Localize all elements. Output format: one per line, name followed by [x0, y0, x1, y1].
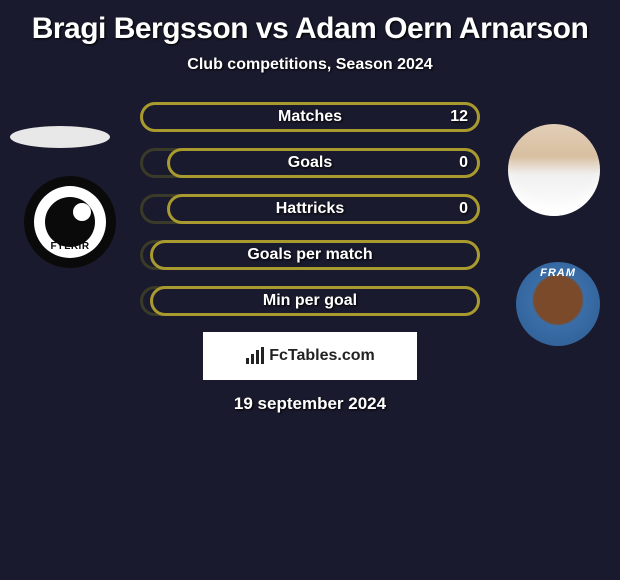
footer-brand-text: FcTables.com — [269, 347, 375, 365]
stat-bar-right — [167, 148, 480, 178]
footer-brand-box[interactable]: FcTables.com — [203, 332, 417, 380]
player-right-avatar — [508, 124, 600, 216]
stat-row: Hattricks0 — [140, 194, 480, 224]
stat-row: Min per goal — [140, 286, 480, 316]
stat-bar-right — [150, 240, 480, 270]
club-swirl-icon — [45, 197, 95, 247]
club-right-name: FRAM — [540, 267, 576, 279]
stat-row: Goals0 — [140, 148, 480, 178]
comparison-card: Bragi Bergsson vs Adam Oern Arnarson Clu… — [0, 0, 620, 580]
page-title: Bragi Bergsson vs Adam Oern Arnarson — [0, 8, 620, 56]
subtitle: Club competitions, Season 2024 — [0, 56, 620, 74]
date-text: 19 september 2024 — [0, 394, 620, 414]
chart-icon — [245, 347, 265, 365]
stat-row: Goals per match — [140, 240, 480, 270]
club-right-badge: FRAM — [516, 262, 600, 346]
stat-bar-right — [140, 102, 480, 132]
stat-row: Matches12 — [140, 102, 480, 132]
stat-bar-right — [150, 286, 480, 316]
club-left-badge: FYLKIR — [24, 176, 116, 268]
stat-bar-right — [167, 194, 480, 224]
player-left-avatar — [10, 126, 110, 148]
club-left-name: FYLKIR — [50, 241, 89, 252]
